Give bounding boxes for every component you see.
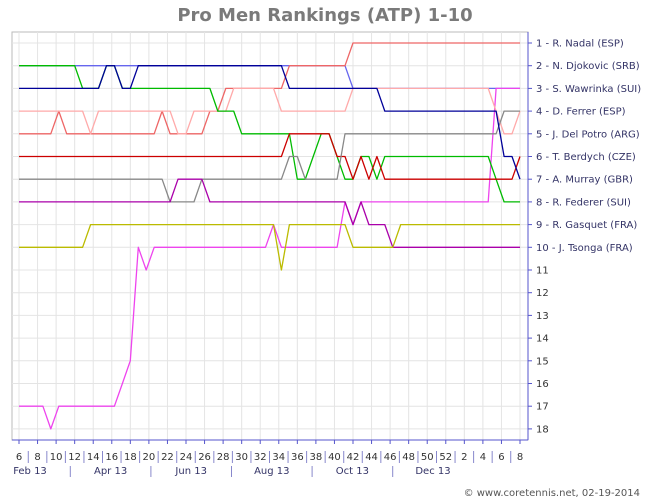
legend-label-5: 5 - J. Del Potro (ARG) — [536, 129, 640, 140]
series-line-6 — [19, 133, 521, 180]
x-tick-label: 50 — [421, 452, 434, 463]
legend-label-7: 7 - A. Murray (GBR) — [536, 175, 633, 186]
x-tick-label: 30 — [235, 452, 248, 463]
legend-label-9: 9 - R. Gasquet (FRA) — [536, 220, 637, 231]
x-tick-label: 8 — [517, 452, 523, 463]
y-tick-label: 16 — [536, 379, 549, 390]
y-tick-label: 13 — [536, 311, 549, 322]
y-tick-label: 12 — [536, 288, 549, 299]
legend-label-2: 2 - N. Djokovic (SRB) — [536, 61, 640, 72]
x-tick-label: 10 — [50, 452, 63, 463]
month-label: Feb 13 — [13, 466, 47, 477]
x-tick-label: 8 — [34, 452, 40, 463]
series-line-3 — [19, 87, 520, 430]
x-tick-label: 20 — [143, 452, 156, 463]
series-line-10 — [19, 65, 521, 180]
month-labels: Feb 13 Apr 13 Jun 13 Aug 13 Oct 13 Dec 13 — [13, 466, 451, 477]
x-tick-label: 32 — [254, 452, 267, 463]
y-tick-label: 18 — [536, 424, 549, 435]
chart-title: Pro Men Rankings (ATP) 1-10 — [177, 5, 472, 26]
y-tick-label: 15 — [536, 356, 549, 367]
month-label: Jun 13 — [174, 466, 207, 477]
x-tick-label: 4 — [480, 452, 486, 463]
series-line-8 — [19, 178, 520, 248]
legend-label-4: 4 - D. Ferrer (ESP) — [536, 107, 626, 118]
legend-label-3: 3 - S. Wawrinka (SUI) — [536, 84, 641, 95]
x-tick-label: 34 — [272, 452, 285, 463]
x-tick-label: 28 — [217, 452, 230, 463]
x-tick-label: 38 — [310, 452, 323, 463]
x-tick-label: 52 — [439, 452, 452, 463]
x-tick-label: 6 — [16, 452, 22, 463]
y-tick-labels: 11 12 13 14 15 16 17 18 — [536, 266, 549, 436]
rank-legend: 1 - R. Nadal (ESP) 2 - N. Djokovic (SRB) 3… — [536, 39, 641, 254]
copyright-credit: © www.coretennis.net, 02-19-2014 — [464, 488, 640, 499]
y-tick-label: 17 — [536, 402, 549, 413]
month-label: Aug 13 — [254, 466, 289, 477]
x-tick-label: 22 — [161, 452, 174, 463]
legend-label-6: 6 - T. Berdych (CZE) — [536, 152, 636, 163]
x-tick-label: 26 — [198, 452, 211, 463]
x-tick-labels: 6 8 10 12 14 16 18 20 22 24 26 28 30 32 34 36 38 40 42 44 46… — [16, 451, 523, 463]
x-tick-label: 14 — [87, 452, 100, 463]
x-tick-label: 12 — [68, 452, 81, 463]
series-lines — [19, 42, 521, 430]
series-line-4 — [19, 87, 521, 135]
x-tick-label: 24 — [180, 452, 193, 463]
month-label: Dec 13 — [415, 466, 450, 477]
x-tick-label: 36 — [291, 452, 304, 463]
series-line-7 — [19, 110, 520, 203]
x-tick-label: 16 — [105, 452, 118, 463]
x-tick-label: 40 — [328, 452, 341, 463]
series-line-9 — [19, 223, 520, 271]
x-tick-label: 2 — [461, 452, 467, 463]
legend-label-1: 1 - R. Nadal (ESP) — [536, 39, 624, 50]
legend-label-10: 10 - J. Tsonga (FRA) — [536, 243, 633, 254]
legend-label-8: 8 - R. Federer (SUI) — [536, 197, 631, 208]
x-tick-label: 42 — [347, 452, 360, 463]
y-tick-label: 14 — [536, 334, 549, 345]
month-label: Oct 13 — [336, 466, 369, 477]
x-tick-label: 18 — [124, 452, 137, 463]
x-tick-label: 48 — [402, 452, 415, 463]
month-label: Apr 13 — [94, 466, 127, 477]
x-tick-label: 44 — [365, 452, 378, 463]
y-tick-label: 11 — [536, 266, 549, 277]
axes — [12, 32, 532, 444]
x-tick-label: 6 — [498, 452, 504, 463]
x-tick-label: 46 — [384, 452, 397, 463]
